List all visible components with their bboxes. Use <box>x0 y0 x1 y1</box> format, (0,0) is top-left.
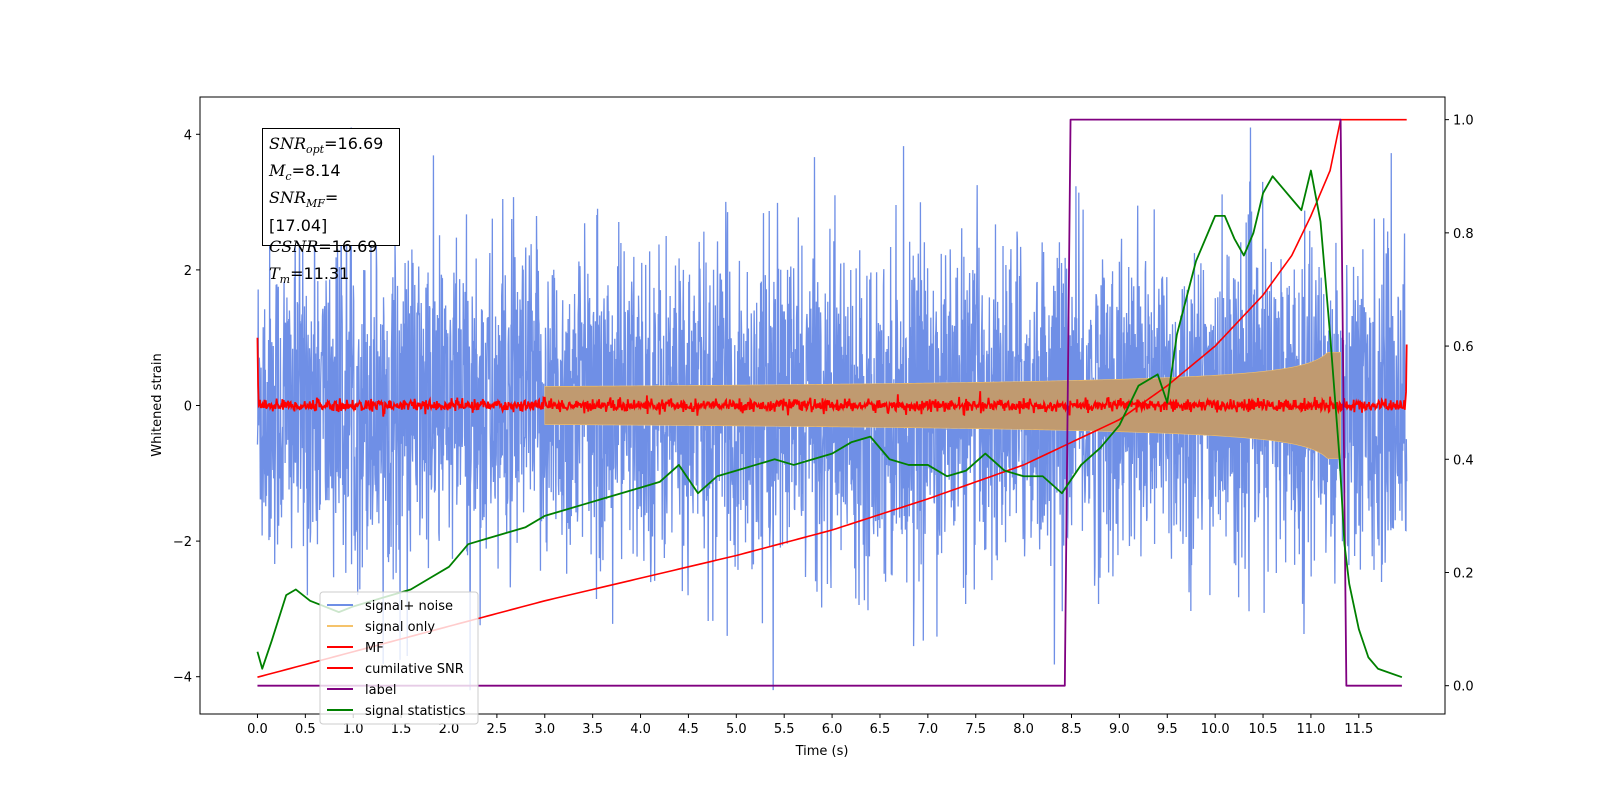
annotation-line: CSNR=16.69 <box>269 236 378 256</box>
x-tick-label: 8.0 <box>1013 722 1034 737</box>
y-axis-label: Whitened strain <box>150 353 165 456</box>
y-tick-label: 2 <box>184 264 192 279</box>
annotation-line: SNRopt=16.69 <box>269 134 384 157</box>
legend-label: MF <box>365 641 384 656</box>
x-tick-label: 6.5 <box>870 722 891 737</box>
y-tick-label: 4 <box>184 128 192 143</box>
series-label <box>257 118 1402 687</box>
x-tick-label: 6.0 <box>822 722 843 737</box>
legend-label: label <box>365 683 396 698</box>
y-tick-label: 0 <box>184 400 192 415</box>
x-tick-label: 7.5 <box>965 722 986 737</box>
legend-label: signal+ noise <box>365 599 453 614</box>
x-tick-label: 3.5 <box>582 722 603 737</box>
annotation-line: Tm=11.31 <box>269 263 350 286</box>
legend: signal+ noise signal only MF cumilative SNR… <box>319 591 479 725</box>
series-mf <box>256 337 1408 417</box>
x-axis: 0.0 0.5 1.0 1.5 2.0 2.5 3.0 3.5 4.0 4.5 5.0 5.5 6.0 6… <box>247 714 1373 737</box>
x-tick-label: 0.0 <box>247 722 268 737</box>
x-tick-label: 4.0 <box>630 722 651 737</box>
x-tick-label: 4.5 <box>678 722 699 737</box>
annotation-box: SNRopt=16.69 Mc=8.14 SNRMF=[17.04] CSNR=… <box>262 128 400 286</box>
x-tick-label: 5.0 <box>726 722 747 737</box>
y-axis-left: 4 2 0 −2 −4 <box>173 128 200 686</box>
x-tick-label: 3.0 <box>534 722 555 737</box>
x-tick-label: 10.5 <box>1249 722 1278 737</box>
legend-box <box>319 591 479 725</box>
x-tick-label: 9.5 <box>1157 722 1178 737</box>
y2-tick-label: 0.2 <box>1453 566 1474 581</box>
y2-tick-label: 0.4 <box>1453 453 1474 468</box>
x-tick-label: 7.0 <box>918 722 939 737</box>
y2-tick-label: 0.0 <box>1453 680 1474 695</box>
legend-label: signal statistics <box>365 704 466 719</box>
x-tick-label: 0.5 <box>295 722 316 737</box>
annotation-line: SNRMF=[17.04] <box>269 188 339 235</box>
x-tick-label: 11.5 <box>1344 722 1373 737</box>
x-tick-label: 5.5 <box>774 722 795 737</box>
x-tick-label: 10.0 <box>1201 722 1230 737</box>
x-tick-label: 2.0 <box>439 722 460 737</box>
plot-area <box>256 118 1408 691</box>
series-cumilative-snr <box>257 118 1407 678</box>
x-axis-label: Time (s) <box>795 744 849 759</box>
x-tick-label: 9.0 <box>1109 722 1130 737</box>
series-signal-statistics <box>256 169 1403 679</box>
x-tick-label: 1.5 <box>391 722 412 737</box>
legend-label: signal only <box>365 620 435 635</box>
y2-tick-label: 0.6 <box>1453 340 1474 355</box>
x-tick-label: 8.5 <box>1061 722 1082 737</box>
x-tick-label: 2.5 <box>487 722 508 737</box>
legend-label: cumilative SNR <box>365 662 464 677</box>
y-axis-right: 1.0 0.8 0.6 0.4 0.2 0.0 <box>1445 114 1474 695</box>
y2-tick-label: 0.8 <box>1453 227 1474 242</box>
y-tick-label: −4 <box>173 671 192 686</box>
y2-tick-label: 1.0 <box>1453 114 1474 129</box>
annotation-line: Mc=8.14 <box>269 161 341 184</box>
y-tick-label: −2 <box>173 535 192 550</box>
x-tick-label: 1.0 <box>343 722 364 737</box>
x-tick-label: 11.0 <box>1296 722 1325 737</box>
